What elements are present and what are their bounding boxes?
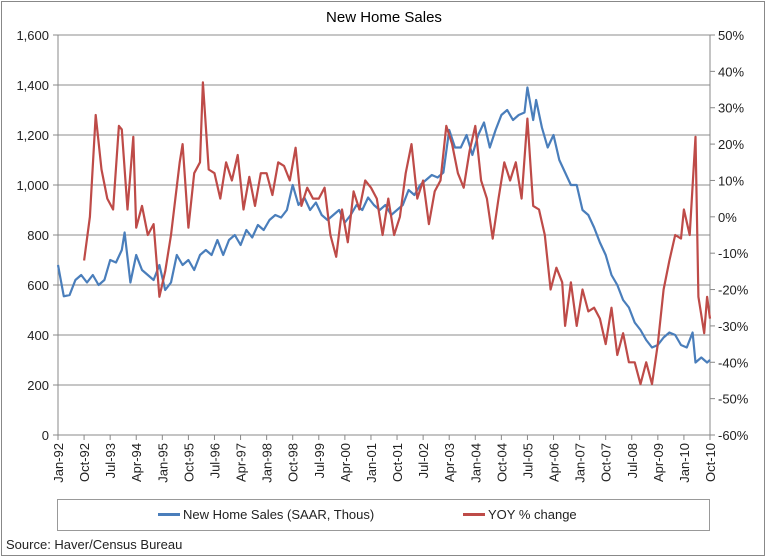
y-left-tick-label: 600 [27,278,49,293]
x-tick-label: Apr-03 [442,443,457,482]
x-tick-label: Jan-01 [364,443,379,483]
series-line-yoy-change [83,81,712,386]
x-tick-label: Oct-98 [286,443,301,482]
y-left-tick-label: 200 [27,378,49,393]
y-right-tick-label: -50% [718,392,749,407]
y-right-tick-label: -20% [718,283,749,298]
x-tick-label: Apr-09 [651,443,666,482]
legend-label-sales: New Home Sales (SAAR, Thous) [183,507,375,522]
x-tick-label: Jul-99 [312,443,327,478]
legend-item-sales: New Home Sales (SAAR, Thous) [158,507,374,522]
x-tick-label: Apr-97 [234,443,249,482]
y-left-tick-label: 0 [42,428,49,443]
x-tick-label: Jul-02 [416,443,431,478]
legend-swatch-sales [158,513,180,516]
x-tick-label: Jan-10 [677,443,692,483]
chart-title: New Home Sales [326,9,442,26]
y-right-tick-label: 20% [718,137,744,152]
y-right-tick-label: 0% [718,210,737,225]
y-right-tick-label: 50% [718,28,744,43]
x-tick-label: Jan-07 [573,443,588,483]
x-tick-label: Jan-92 [51,443,66,483]
x-tick-label: Apr-00 [338,443,353,482]
y-right-tick-label: -60% [718,428,749,443]
y-left-tick-label: 400 [27,328,49,343]
y-right-tick-label: -10% [718,246,749,261]
x-tick-label: Jan-04 [468,443,483,483]
y-right-tick-label: -30% [718,319,749,334]
x-tick-label: Jan-95 [155,443,170,483]
legend-swatch-yoy [463,513,485,516]
legend: New Home Sales (SAAR, Thous) YOY % chang… [57,499,710,531]
legend-label-yoy: YOY % change [488,507,577,522]
x-tick-label: Oct-10 [703,443,718,482]
y-left-tick-label: 1,000 [16,178,49,193]
y-right-tick-label: -40% [718,355,749,370]
x-tick-label: Oct-07 [599,443,614,482]
y-left-tick-label: 1,600 [16,28,49,43]
x-tick-label: Oct-04 [494,443,509,482]
y-left-tick-label: 800 [27,228,49,243]
x-tick-label: Oct-95 [181,443,196,482]
x-tick-label: Jul-93 [103,443,118,478]
x-tick-label: Jan-98 [260,443,275,483]
y-right-tick-label: 40% [718,64,744,79]
y-right-tick-label: 10% [718,173,744,188]
source-note: Source: Haver/Census Bureau [6,537,183,552]
x-tick-label: Oct-01 [390,443,405,482]
x-tick-label: Jul-08 [625,443,640,478]
x-tick-label: Oct-92 [77,443,92,482]
x-tick-label: Jul-96 [207,443,222,478]
x-tick-label: Apr-94 [129,443,144,482]
x-tick-label: Jul-05 [520,443,535,478]
y-right-tick-label: 30% [718,101,744,116]
series-line-new-home-sales [56,86,711,364]
legend-item-yoy: YOY % change [463,507,577,522]
y-left-tick-label: 1,400 [16,78,49,93]
x-tick-label: Apr-06 [547,443,562,482]
y-left-tick-label: 1,200 [16,128,49,143]
